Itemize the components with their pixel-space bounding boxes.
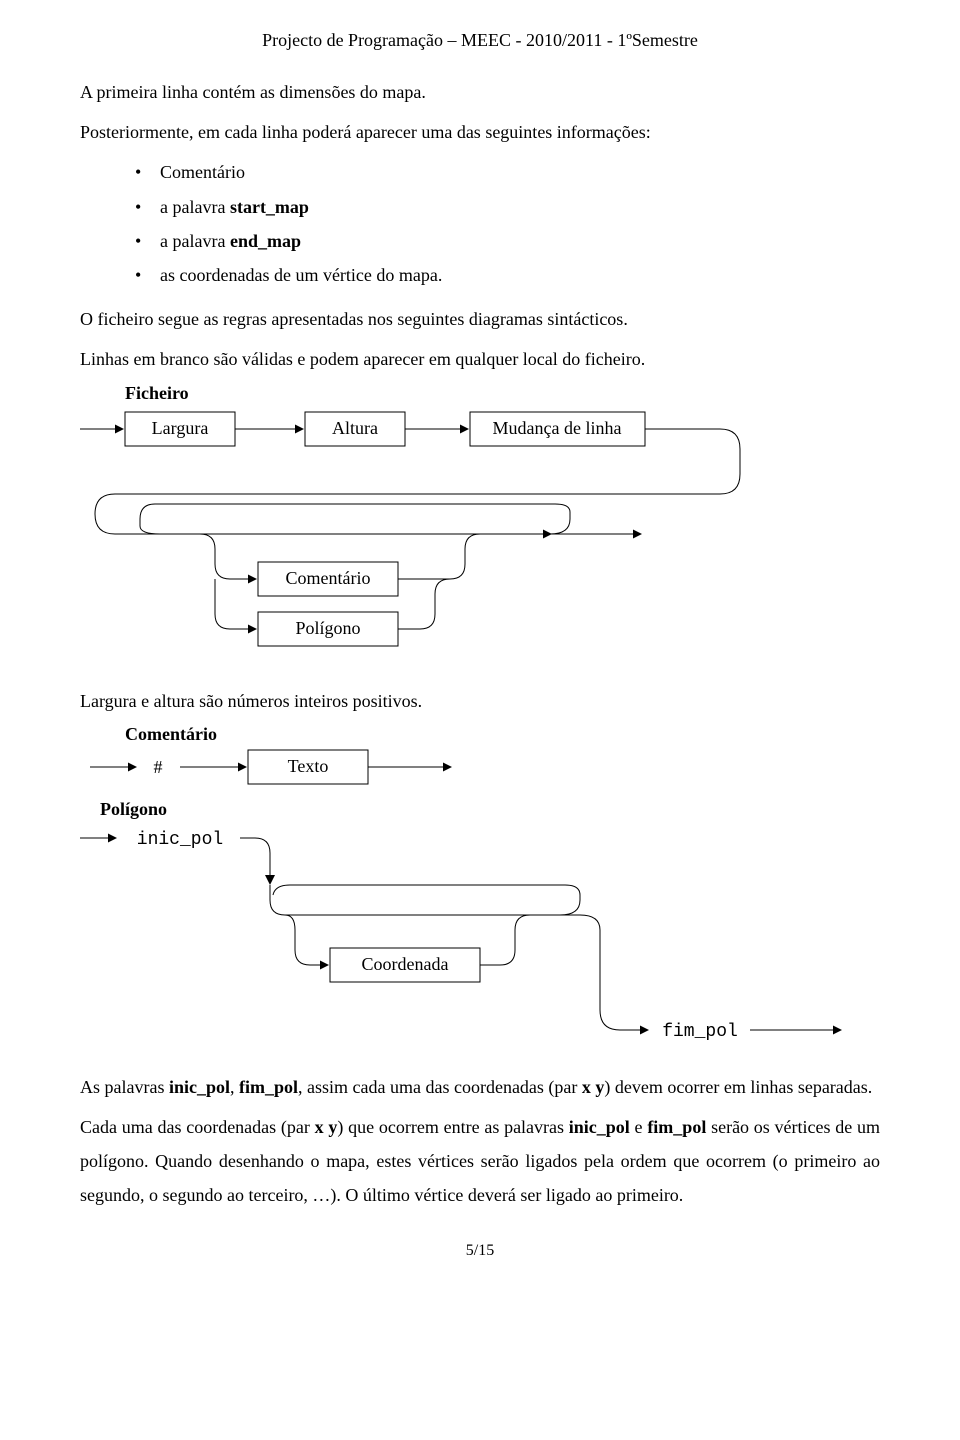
paragraph-5: Largura e altura são números inteiros po… [80, 684, 880, 718]
keyword: fim_pol [647, 1117, 706, 1137]
keyword: fim_pol [239, 1077, 298, 1097]
paragraph-7: Cada uma das coordenadas (par x y) que o… [80, 1110, 880, 1213]
page-footer: 5/15 [80, 1242, 880, 1260]
diagram-poligono: inic_pol Coordenada fim_pol [80, 820, 880, 1070]
text: As palavras [80, 1077, 169, 1097]
page: Projecto de Programação – MEEC - 2010/20… [0, 0, 960, 1300]
node-hash: # [154, 757, 163, 777]
node-coordenada: Coordenada [362, 954, 449, 974]
node-poligono: Polígono [295, 618, 360, 638]
diagram-title-comentario: Comentário [125, 724, 880, 745]
node-altura: Altura [332, 418, 378, 438]
paragraph-1: A primeira linha contém as dimensões do … [80, 75, 880, 109]
bullet-text: a palavra [160, 197, 230, 217]
node-texto: Texto [288, 756, 329, 776]
text: ) devem ocorrer em linhas separadas. [604, 1077, 872, 1097]
text: e [630, 1117, 648, 1137]
paragraph-6: As palavras inic_pol, fim_pol, assim cad… [80, 1070, 880, 1104]
text: , [230, 1077, 239, 1097]
bullet-item: as coordenadas de um vértice do mapa. [80, 258, 880, 292]
bullet-text: a palavra [160, 231, 230, 251]
paragraph-2: Posteriormente, em cada linha poderá apa… [80, 115, 880, 149]
diagram-comentario: # Texto [80, 745, 600, 795]
node-largura: Largura [152, 418, 209, 438]
paragraph-3: O ficheiro segue as regras apresentadas … [80, 302, 880, 336]
keyword: inic_pol [169, 1077, 230, 1097]
bullet-keyword: start_map [230, 197, 309, 217]
bullet-item: a palavra start_map [80, 190, 880, 224]
diagram-title-ficheiro: Ficheiro [125, 383, 880, 404]
bullet-item: a palavra end_map [80, 224, 880, 258]
keyword: x y [582, 1077, 605, 1097]
node-inic-pol: inic_pol [137, 830, 223, 850]
keyword: inic_pol [569, 1117, 630, 1137]
bullet-keyword: end_map [230, 231, 301, 251]
text: Cada uma das coordenadas (par [80, 1117, 315, 1137]
keyword: x y [315, 1117, 338, 1137]
page-header: Projecto de Programação – MEEC - 2010/20… [80, 30, 880, 51]
diagram-title-poligono: Polígono [100, 799, 880, 820]
paragraph-4: Linhas em branco são válidas e podem apa… [80, 342, 880, 376]
node-fim-pol: fim_pol [662, 1022, 738, 1042]
text: ) que ocorrem entre as palavras [337, 1117, 568, 1137]
node-comentario: Comentário [286, 568, 371, 588]
node-mudanca: Mudança de linha [493, 418, 622, 438]
text: , assim cada uma das coordenadas (par [298, 1077, 582, 1097]
bullet-list: Comentário a palavra start_map a palavra… [80, 155, 880, 292]
diagram-ficheiro: Largura Altura Mudança de linha Comentár… [80, 404, 880, 684]
bullet-item: Comentário [80, 155, 880, 189]
